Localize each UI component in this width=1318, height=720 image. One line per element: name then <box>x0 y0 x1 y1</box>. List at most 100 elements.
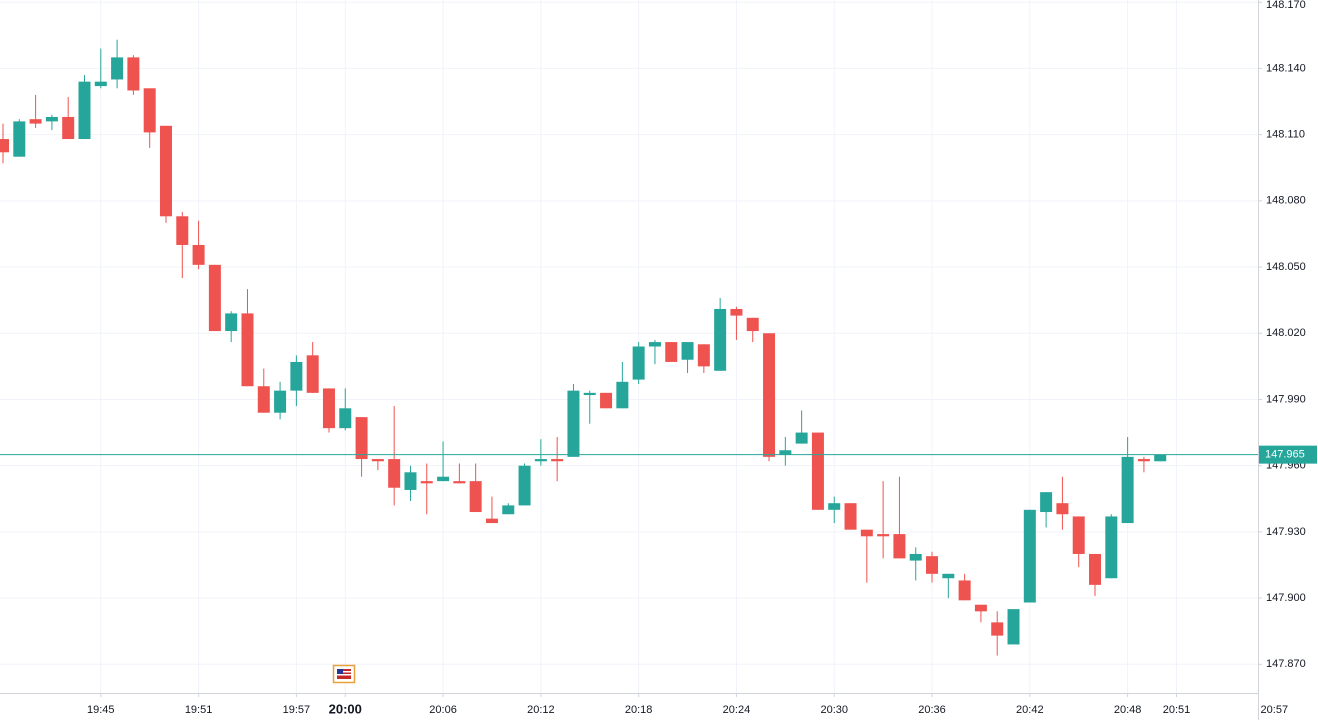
candle-body <box>697 344 710 367</box>
candle <box>485 496 498 524</box>
candle <box>1154 454 1167 462</box>
candle-body <box>225 313 238 332</box>
candle <box>469 463 482 513</box>
candle <box>225 311 238 343</box>
candle-body <box>1089 553 1102 585</box>
candle-body <box>1040 492 1053 513</box>
candle <box>1121 436 1134 524</box>
candle-body <box>371 459 384 462</box>
candle <box>143 88 156 148</box>
x-tick-label: 19:57 <box>283 704 311 716</box>
candle-body <box>763 333 776 457</box>
candle-body <box>176 216 189 245</box>
y-tick-label: 148.020 <box>1266 327 1306 339</box>
candle-body <box>502 505 515 515</box>
candle <box>730 306 743 340</box>
x-tick-label: 19:45 <box>87 704 115 716</box>
candle-body <box>241 313 254 387</box>
candle <box>779 436 792 466</box>
candle-body <box>192 244 205 265</box>
candle-body <box>404 472 417 490</box>
candle-body <box>860 529 873 537</box>
candle <box>583 390 596 424</box>
candle <box>665 342 678 362</box>
candle-body <box>616 381 629 409</box>
y-tick-label: 148.110 <box>1266 129 1305 141</box>
candle <box>811 432 824 510</box>
candle-body <box>143 88 156 133</box>
candle-body <box>45 116 58 122</box>
candle <box>958 573 971 601</box>
candle-body <box>974 604 987 612</box>
candle-body <box>94 81 107 87</box>
candle-body <box>159 125 172 217</box>
candle <box>306 342 319 393</box>
candle <box>1072 516 1085 568</box>
candle <box>551 436 564 482</box>
y-tick-label: 147.870 <box>1266 658 1306 670</box>
candle <box>1040 492 1053 528</box>
y-tick-label: 147.990 <box>1266 393 1306 405</box>
candle <box>257 368 270 413</box>
candle <box>828 496 841 524</box>
candle-body <box>290 361 303 391</box>
candle-body <box>0 139 9 153</box>
candle <box>974 604 987 623</box>
candle-body <box>877 534 890 537</box>
candle <box>909 547 922 581</box>
x-tick-label: 20:18 <box>625 704 653 716</box>
candle <box>339 388 352 431</box>
candle <box>176 211 189 279</box>
candle <box>192 220 205 270</box>
candle <box>616 361 629 409</box>
candle <box>763 333 776 462</box>
candle <box>371 459 384 471</box>
candle-body <box>648 342 661 347</box>
candle <box>1056 476 1069 530</box>
candle-body <box>518 465 531 506</box>
candle <box>94 48 107 89</box>
candle <box>632 342 645 385</box>
candle-body <box>469 481 482 513</box>
candle-body <box>828 503 841 510</box>
y-tick-label: 147.930 <box>1266 526 1306 538</box>
candle-body <box>257 386 270 413</box>
candle <box>420 463 433 515</box>
candle-body <box>355 417 368 460</box>
candle <box>388 406 401 506</box>
candle-body <box>78 81 91 140</box>
grid <box>0 0 1258 693</box>
candle-body <box>730 308 743 316</box>
candle <box>567 384 580 457</box>
candle-body <box>893 534 906 559</box>
candle-body <box>127 57 140 91</box>
candle <box>1007 609 1020 645</box>
candle <box>159 125 172 223</box>
candle-body <box>13 121 26 157</box>
candle <box>534 439 547 466</box>
candle <box>1105 514 1118 579</box>
candle <box>600 392 613 409</box>
candle <box>62 97 75 140</box>
x-tick-label: 20:48 <box>1114 704 1142 716</box>
y-tick-label: 148.080 <box>1266 195 1306 207</box>
flag-canton <box>337 669 343 674</box>
candle-body <box>534 459 547 462</box>
candle-body <box>1154 454 1167 462</box>
candle-body <box>208 264 221 332</box>
candle-body <box>567 390 580 457</box>
last-price-box <box>1259 445 1317 464</box>
candle-body <box>1072 516 1085 554</box>
candle-body <box>942 573 955 579</box>
candle <box>877 481 890 559</box>
x-tick-label: 20:00 <box>329 701 362 716</box>
candle-body <box>1137 459 1150 462</box>
candle-body <box>339 408 352 429</box>
candle <box>714 297 727 371</box>
x-tick-label: 19:51 <box>185 704 213 716</box>
candle-body <box>62 116 75 140</box>
candle-body <box>420 481 433 484</box>
candle-body <box>811 432 824 510</box>
y-tick-label: 148.140 <box>1266 62 1306 74</box>
candle <box>926 551 939 583</box>
